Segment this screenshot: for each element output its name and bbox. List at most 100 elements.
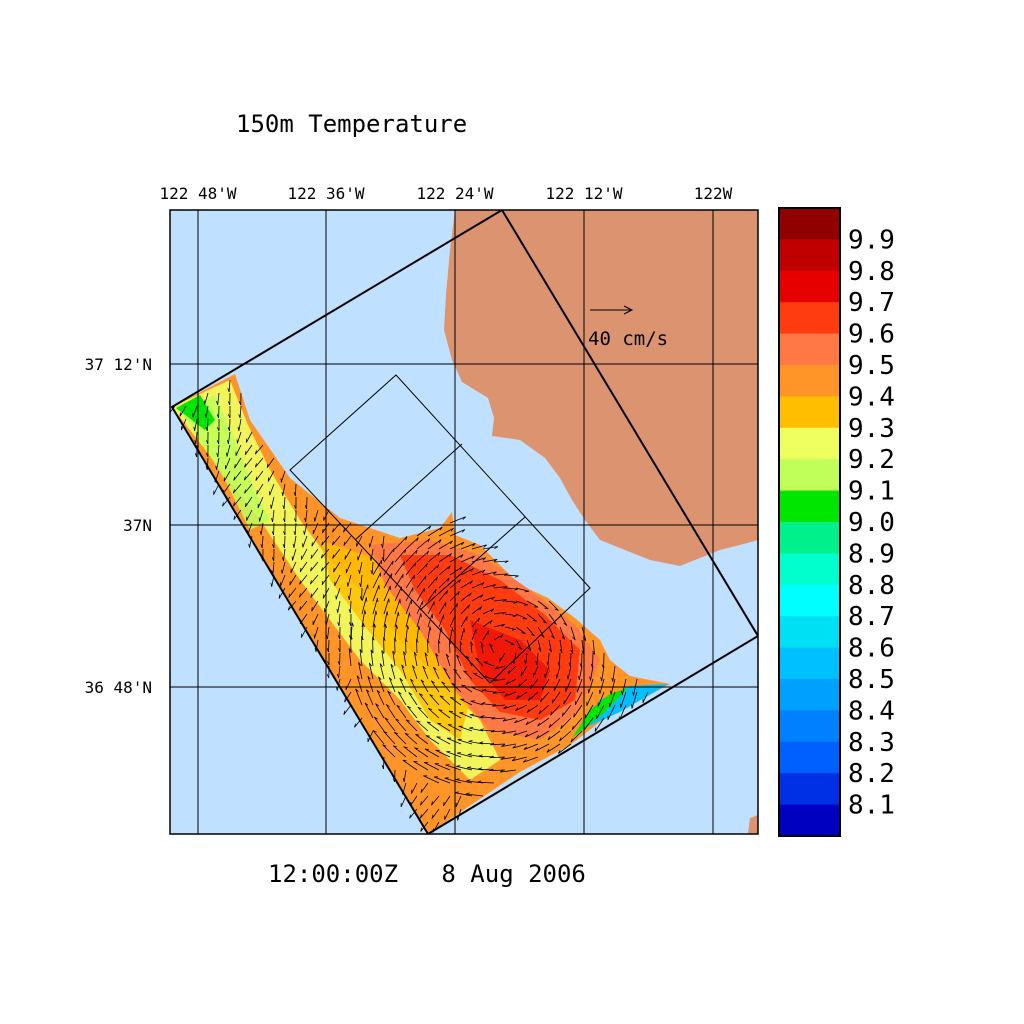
velocity-arrow [326,639,330,653]
velocity-arrow [228,406,231,419]
velocity-arrow [383,637,386,654]
colorbar-label: 9.7 [848,288,895,318]
velocity-arrow [419,808,429,819]
velocity-arrow [431,795,440,806]
velocity-arrow [573,704,583,718]
velocity-arrow [299,600,308,611]
velocity-arrow [427,613,433,628]
velocity-arrow [344,548,352,560]
velocity-arrow [375,703,385,719]
velocity-arrow [372,610,378,628]
velocity-arrow [511,756,528,762]
velocity-arrow [431,808,440,819]
velocity-arrow [526,626,535,637]
velocity-arrow [233,496,242,507]
velocity-arrow [216,444,220,458]
velocity-arrow [216,431,220,445]
velocity-arrow [548,600,559,611]
velocity-arrow [523,743,539,750]
colorbar: 9.99.89.79.69.59.49.39.29.19.08.98.88.78… [778,207,895,837]
velocity-arrow [489,643,495,654]
velocity-arrow [416,638,419,654]
velocity-arrow [337,665,341,679]
velocity-arrow [399,677,407,693]
velocity-arrow [524,652,528,665]
velocity-arrow [417,706,429,719]
velocity-arrow [458,725,473,732]
velocity-arrow [304,509,308,523]
colorbar-label: 9.9 [848,225,895,255]
inner-domain-divider [354,443,463,541]
velocity-arrow [234,457,242,469]
velocity-arrow [271,548,275,562]
velocity-arrow [449,554,464,563]
velocity-arrow [536,730,550,739]
velocity-arrow [522,756,539,763]
velocity-arrow [449,516,466,524]
velocity-arrow [427,526,443,537]
velocity-arrow [488,768,506,772]
velocity-arrow [356,535,363,547]
y-tick-label: 37N [123,516,152,535]
velocity-arrow [359,574,363,588]
velocity-arrow [565,678,572,692]
velocity-arrow [405,625,410,641]
velocity-arrow [465,792,484,797]
colorbar-band [779,647,840,680]
velocity-arrow [587,678,594,694]
velocity-arrow [480,642,484,654]
velocity-arrow [444,808,451,820]
velocity-arrow [596,704,605,720]
velocity-arrow [620,691,627,708]
velocity-arrow [299,574,308,585]
velocity-arrow [394,536,408,550]
velocity-arrow [561,704,572,717]
velocity-arrow [361,584,369,602]
velocity-arrow [336,600,341,613]
velocity-arrow [460,628,465,641]
velocity-arrow [537,639,542,652]
colorbar-label: 8.3 [848,728,895,758]
velocity-arrow [302,535,308,548]
velocity-arrow [551,691,561,704]
velocity-arrow [406,705,418,719]
velocity-arrow [427,551,441,563]
velocity-arrow [361,635,364,654]
velocity-arrow [282,548,286,562]
velocity-arrow [357,548,363,561]
velocity-arrow [514,704,528,712]
velocity-arrow [611,665,616,682]
velocity-arrow [574,691,583,706]
velocity-arrow [471,569,486,576]
colorbar-band [779,270,840,303]
velocity-arrow [584,704,594,719]
velocity-arrow [423,762,440,771]
velocity-arrow [232,483,242,494]
velocity-arrow [194,431,198,445]
velocity-arrow [416,550,430,563]
velocity-arrow [254,444,264,455]
velocity-arrow [422,665,429,680]
velocity-arrow [438,602,447,615]
velocity-arrow [384,717,396,732]
velocity-arrow [594,717,605,732]
x-tick-label: 122 48'W [159,184,236,203]
colorbar-band [779,553,840,586]
velocity-arrow [227,431,231,444]
reference-arrow-head [623,305,634,315]
velocity-arrow [475,657,484,667]
velocity-arrow [267,470,275,482]
velocity-arrow [348,600,352,614]
velocity-arrow [482,596,496,602]
colorbar-label: 8.6 [848,634,895,664]
velocity-arrow [503,704,517,709]
velocity-arrow [438,589,449,602]
velocity-arrow [348,648,352,667]
velocity-arrow [480,715,495,719]
velocity-arrow [244,457,253,468]
velocity-arrow [372,572,381,589]
velocity-arrow [504,600,518,604]
velocity-arrow [482,558,498,563]
velocity-arrow [225,457,231,470]
velocity-arrow [309,574,319,585]
